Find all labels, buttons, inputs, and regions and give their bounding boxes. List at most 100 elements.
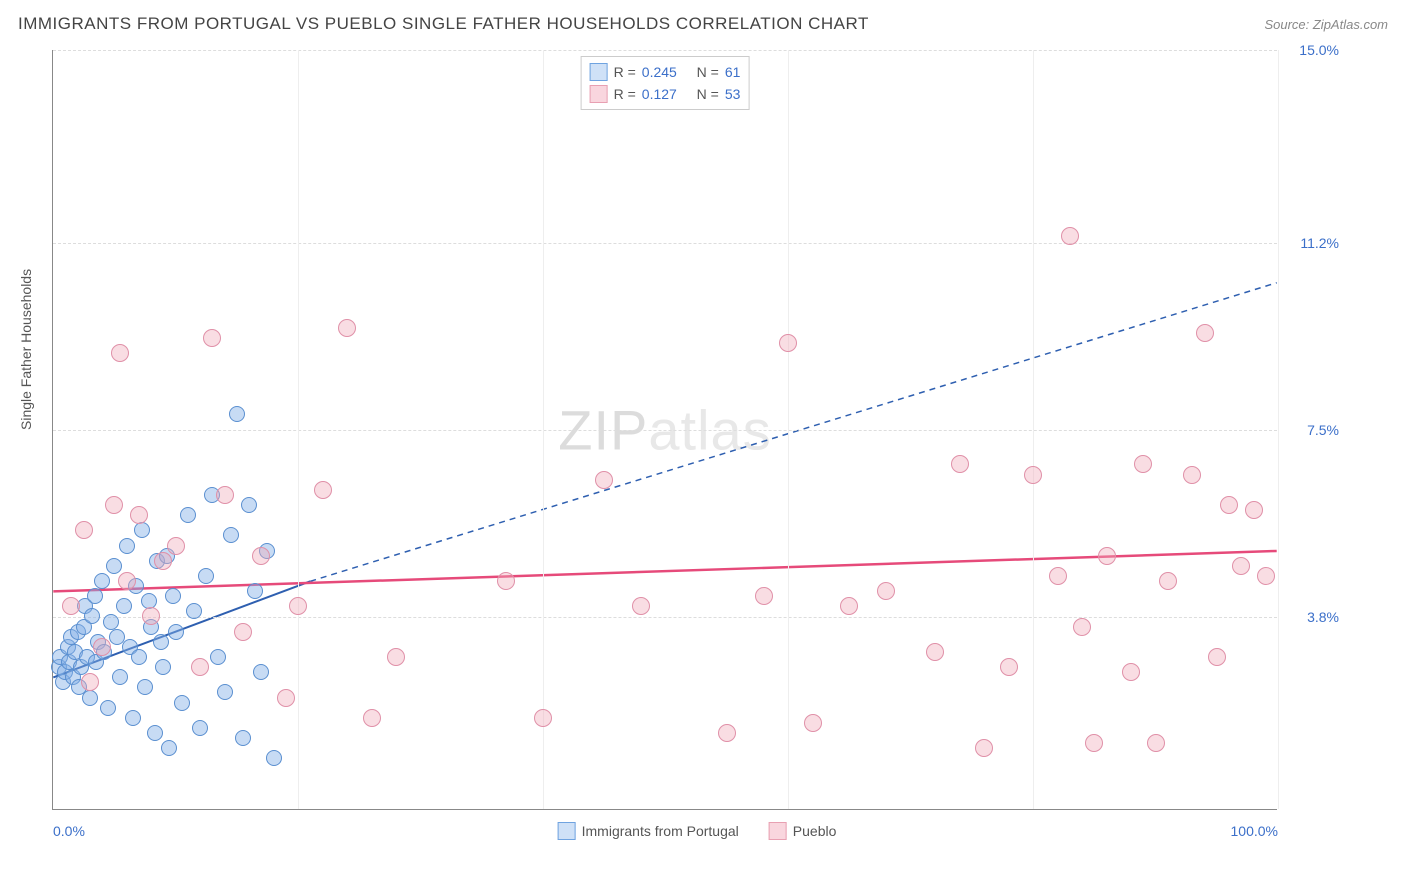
scatter-point bbox=[134, 522, 150, 538]
legend-swatch bbox=[590, 63, 608, 81]
scatter-point bbox=[253, 664, 269, 680]
scatter-point bbox=[174, 695, 190, 711]
scatter-point bbox=[975, 739, 993, 757]
scatter-point bbox=[1000, 658, 1018, 676]
scatter-point bbox=[387, 648, 405, 666]
x-tick-label: 0.0% bbox=[53, 823, 85, 839]
scatter-point bbox=[1257, 567, 1275, 585]
scatter-point bbox=[103, 614, 119, 630]
scatter-point bbox=[87, 588, 103, 604]
scatter-point bbox=[252, 547, 270, 565]
scatter-point bbox=[926, 643, 944, 661]
scatter-point bbox=[1208, 648, 1226, 666]
scatter-point bbox=[718, 724, 736, 742]
scatter-point bbox=[161, 740, 177, 756]
scatter-point bbox=[632, 597, 650, 615]
scatter-point bbox=[105, 496, 123, 514]
scatter-point bbox=[755, 587, 773, 605]
scatter-point bbox=[216, 486, 234, 504]
scatter-point bbox=[247, 583, 263, 599]
scatter-point bbox=[534, 709, 552, 727]
scatter-point bbox=[167, 537, 185, 555]
chart-container: ZIPatlas R = 0.245 N = 61 R = 0.127 N = … bbox=[52, 50, 1342, 810]
scatter-point bbox=[119, 538, 135, 554]
stats-legend-row: R = 0.127 N = 53 bbox=[590, 83, 741, 105]
legend-swatch bbox=[590, 85, 608, 103]
chart-title: IMMIGRANTS FROM PORTUGAL VS PUEBLO SINGL… bbox=[18, 14, 869, 34]
gridline-h bbox=[53, 617, 1277, 618]
scatter-point bbox=[130, 506, 148, 524]
scatter-point bbox=[81, 673, 99, 691]
scatter-point bbox=[266, 750, 282, 766]
y-axis-label: Single Father Households bbox=[18, 269, 34, 430]
scatter-point bbox=[192, 720, 208, 736]
scatter-point bbox=[235, 730, 251, 746]
scatter-point bbox=[111, 344, 129, 362]
gridline-v bbox=[543, 50, 544, 809]
scatter-point bbox=[234, 623, 252, 641]
scatter-point bbox=[116, 598, 132, 614]
scatter-point bbox=[154, 552, 172, 570]
scatter-point bbox=[142, 607, 160, 625]
scatter-point bbox=[1196, 324, 1214, 342]
scatter-point bbox=[314, 481, 332, 499]
stats-legend-row: R = 0.245 N = 61 bbox=[590, 61, 741, 83]
scatter-point bbox=[75, 521, 93, 539]
scatter-point bbox=[93, 638, 111, 656]
legend-item: Immigrants from Portugal bbox=[558, 822, 739, 840]
scatter-point bbox=[180, 507, 196, 523]
scatter-point bbox=[1098, 547, 1116, 565]
scatter-point bbox=[1122, 663, 1140, 681]
scatter-point bbox=[1232, 557, 1250, 575]
scatter-point bbox=[106, 558, 122, 574]
scatter-point bbox=[147, 725, 163, 741]
y-tick-label: 15.0% bbox=[1299, 42, 1339, 58]
scatter-point bbox=[289, 597, 307, 615]
gridline-h bbox=[53, 50, 1277, 51]
scatter-point bbox=[1024, 466, 1042, 484]
scatter-point bbox=[137, 679, 153, 695]
gridline-h bbox=[53, 243, 1277, 244]
scatter-point bbox=[1061, 227, 1079, 245]
legend-item: Pueblo bbox=[769, 822, 837, 840]
scatter-point bbox=[840, 597, 858, 615]
y-tick-label: 11.2% bbox=[1300, 235, 1339, 251]
gridline-v bbox=[788, 50, 789, 809]
scatter-point bbox=[198, 568, 214, 584]
scatter-point bbox=[223, 527, 239, 543]
scatter-point bbox=[779, 334, 797, 352]
scatter-point bbox=[338, 319, 356, 337]
x-tick-label: 100.0% bbox=[1231, 823, 1278, 839]
scatter-point bbox=[241, 497, 257, 513]
gridline-v bbox=[1278, 50, 1279, 809]
scatter-point bbox=[277, 689, 295, 707]
legend-swatch bbox=[769, 822, 787, 840]
scatter-point bbox=[94, 573, 110, 589]
scatter-point bbox=[1134, 455, 1152, 473]
scatter-point bbox=[191, 658, 209, 676]
scatter-point bbox=[595, 471, 613, 489]
scatter-point bbox=[1049, 567, 1067, 585]
scatter-point bbox=[363, 709, 381, 727]
gridline-v bbox=[298, 50, 299, 809]
scatter-point bbox=[1183, 466, 1201, 484]
scatter-point bbox=[153, 634, 169, 650]
scatter-point bbox=[1147, 734, 1165, 752]
scatter-point bbox=[497, 572, 515, 590]
scatter-point bbox=[1245, 501, 1263, 519]
scatter-point bbox=[203, 329, 221, 347]
scatter-point bbox=[877, 582, 895, 600]
scatter-point bbox=[1085, 734, 1103, 752]
source-attribution: Source: ZipAtlas.com bbox=[1264, 17, 1388, 32]
scatter-point bbox=[210, 649, 226, 665]
scatter-point bbox=[112, 669, 128, 685]
scatter-point bbox=[125, 710, 141, 726]
scatter-point bbox=[804, 714, 822, 732]
plot-area: ZIPatlas R = 0.245 N = 61 R = 0.127 N = … bbox=[52, 50, 1277, 810]
bottom-legend: Immigrants from Portugal Pueblo bbox=[558, 822, 837, 840]
scatter-point bbox=[165, 588, 181, 604]
scatter-point bbox=[951, 455, 969, 473]
y-tick-label: 3.8% bbox=[1307, 609, 1339, 625]
stats-legend: R = 0.245 N = 61 R = 0.127 N = 53 bbox=[581, 56, 750, 110]
gridline-v bbox=[1033, 50, 1034, 809]
